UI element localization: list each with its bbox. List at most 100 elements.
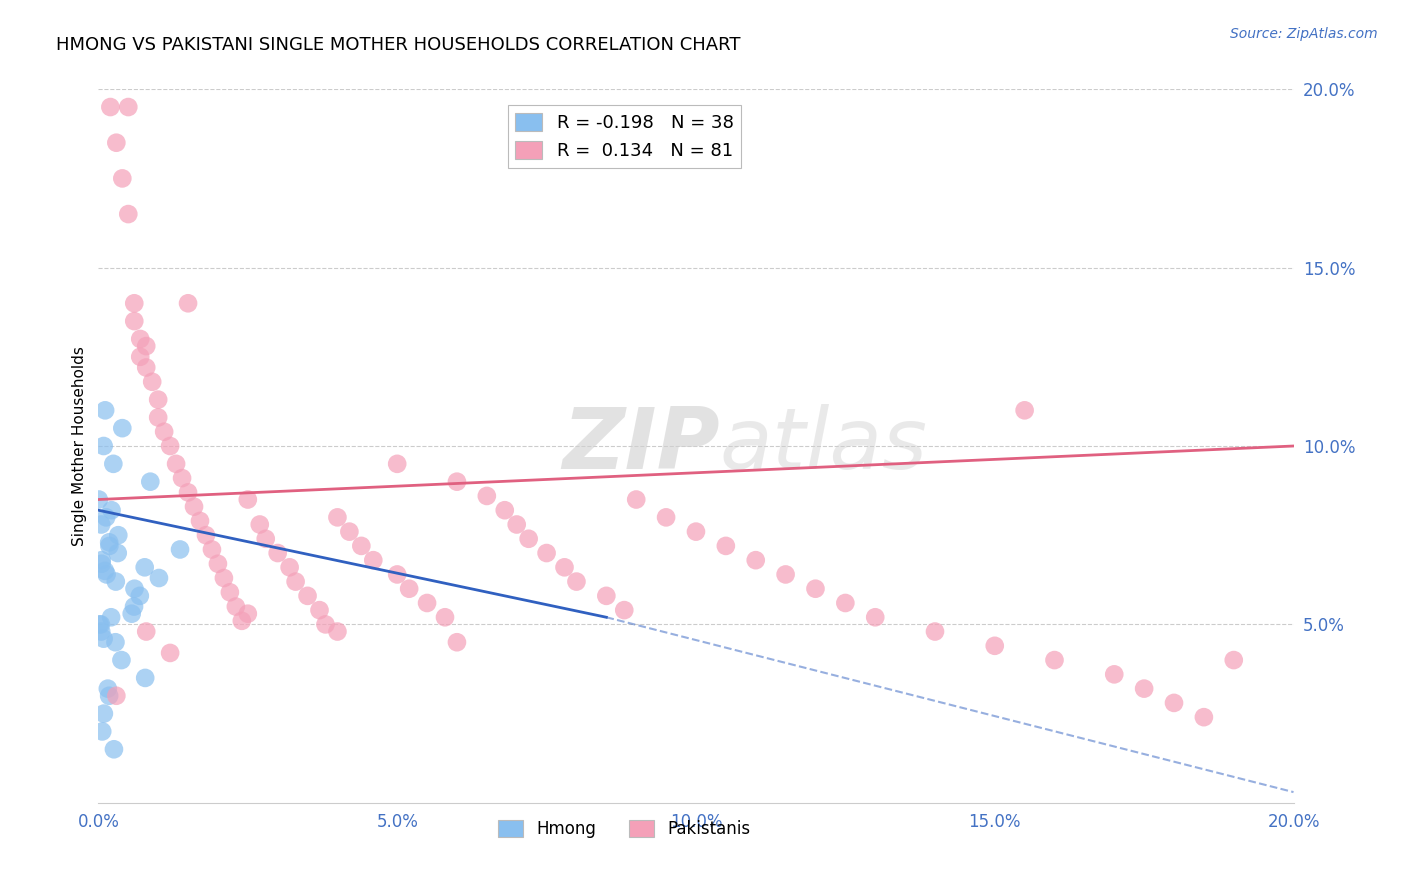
Point bbox=[87, 492, 110, 507]
Point bbox=[103, 457, 125, 471]
Point bbox=[446, 635, 468, 649]
Point bbox=[219, 585, 242, 599]
Point bbox=[90, 553, 112, 567]
Point bbox=[236, 492, 259, 507]
Point bbox=[924, 624, 946, 639]
Point bbox=[188, 514, 211, 528]
Point bbox=[90, 617, 112, 632]
Point bbox=[326, 510, 349, 524]
Point bbox=[350, 539, 373, 553]
Point bbox=[984, 639, 1007, 653]
Text: HMONG VS PAKISTANI SINGLE MOTHER HOUSEHOLDS CORRELATION CHART: HMONG VS PAKISTANI SINGLE MOTHER HOUSEHO… bbox=[56, 36, 741, 54]
Point bbox=[104, 635, 127, 649]
Point bbox=[536, 546, 558, 560]
Point bbox=[254, 532, 277, 546]
Point bbox=[685, 524, 707, 539]
Point bbox=[1104, 667, 1126, 681]
Point bbox=[124, 582, 146, 596]
Point bbox=[129, 332, 152, 346]
Point bbox=[124, 296, 146, 310]
Point bbox=[135, 360, 157, 375]
Point bbox=[506, 517, 529, 532]
Point bbox=[434, 610, 457, 624]
Point bbox=[105, 689, 128, 703]
Point bbox=[141, 375, 163, 389]
Point bbox=[626, 492, 648, 507]
Point bbox=[134, 560, 156, 574]
Text: atlas: atlas bbox=[720, 404, 928, 488]
Point bbox=[89, 617, 111, 632]
Point bbox=[1133, 681, 1156, 696]
Point bbox=[97, 681, 120, 696]
Point bbox=[385, 457, 409, 471]
Point bbox=[98, 100, 122, 114]
Point bbox=[475, 489, 498, 503]
Point bbox=[134, 671, 156, 685]
Point bbox=[613, 603, 636, 617]
Point bbox=[249, 517, 271, 532]
Point bbox=[117, 100, 139, 114]
Point bbox=[339, 524, 361, 539]
Point bbox=[91, 724, 114, 739]
Point bbox=[745, 553, 768, 567]
Point bbox=[225, 599, 247, 614]
Point bbox=[100, 610, 122, 624]
Point bbox=[139, 475, 162, 489]
Point bbox=[90, 517, 112, 532]
Text: ZIP: ZIP bbox=[562, 404, 720, 488]
Point bbox=[595, 589, 617, 603]
Point bbox=[655, 510, 678, 524]
Point bbox=[207, 557, 229, 571]
Point bbox=[103, 742, 125, 756]
Point bbox=[111, 421, 134, 435]
Point bbox=[865, 610, 887, 624]
Point bbox=[90, 624, 112, 639]
Point bbox=[107, 546, 129, 560]
Point bbox=[172, 471, 194, 485]
Point bbox=[775, 567, 797, 582]
Point bbox=[148, 571, 170, 585]
Point bbox=[554, 560, 576, 574]
Point bbox=[129, 350, 152, 364]
Point bbox=[284, 574, 307, 589]
Point bbox=[565, 574, 588, 589]
Point bbox=[1163, 696, 1185, 710]
Y-axis label: Single Mother Households: Single Mother Households bbox=[72, 346, 87, 546]
Point bbox=[714, 539, 737, 553]
Point bbox=[94, 403, 117, 417]
Point bbox=[494, 503, 516, 517]
Point bbox=[236, 607, 259, 621]
Point bbox=[148, 392, 170, 407]
Point bbox=[267, 546, 290, 560]
Point bbox=[834, 596, 856, 610]
Point bbox=[107, 528, 129, 542]
Point bbox=[124, 314, 146, 328]
Point bbox=[297, 589, 319, 603]
Point bbox=[96, 567, 118, 582]
Point bbox=[308, 603, 330, 617]
Point bbox=[326, 624, 349, 639]
Point bbox=[117, 207, 139, 221]
Point bbox=[446, 475, 468, 489]
Point bbox=[135, 624, 157, 639]
Point bbox=[159, 646, 181, 660]
Point bbox=[1223, 653, 1246, 667]
Point bbox=[363, 553, 385, 567]
Point bbox=[385, 567, 409, 582]
Point bbox=[183, 500, 205, 514]
Point bbox=[153, 425, 176, 439]
Text: Source: ZipAtlas.com: Source: ZipAtlas.com bbox=[1230, 27, 1378, 41]
Point bbox=[169, 542, 191, 557]
Point bbox=[1014, 403, 1036, 417]
Point bbox=[98, 535, 121, 549]
Point bbox=[278, 560, 301, 574]
Point bbox=[212, 571, 235, 585]
Point bbox=[804, 582, 827, 596]
Point bbox=[135, 339, 157, 353]
Point bbox=[105, 136, 128, 150]
Point bbox=[100, 503, 122, 517]
Point bbox=[121, 607, 143, 621]
Point bbox=[104, 574, 127, 589]
Point bbox=[416, 596, 439, 610]
Point bbox=[177, 296, 200, 310]
